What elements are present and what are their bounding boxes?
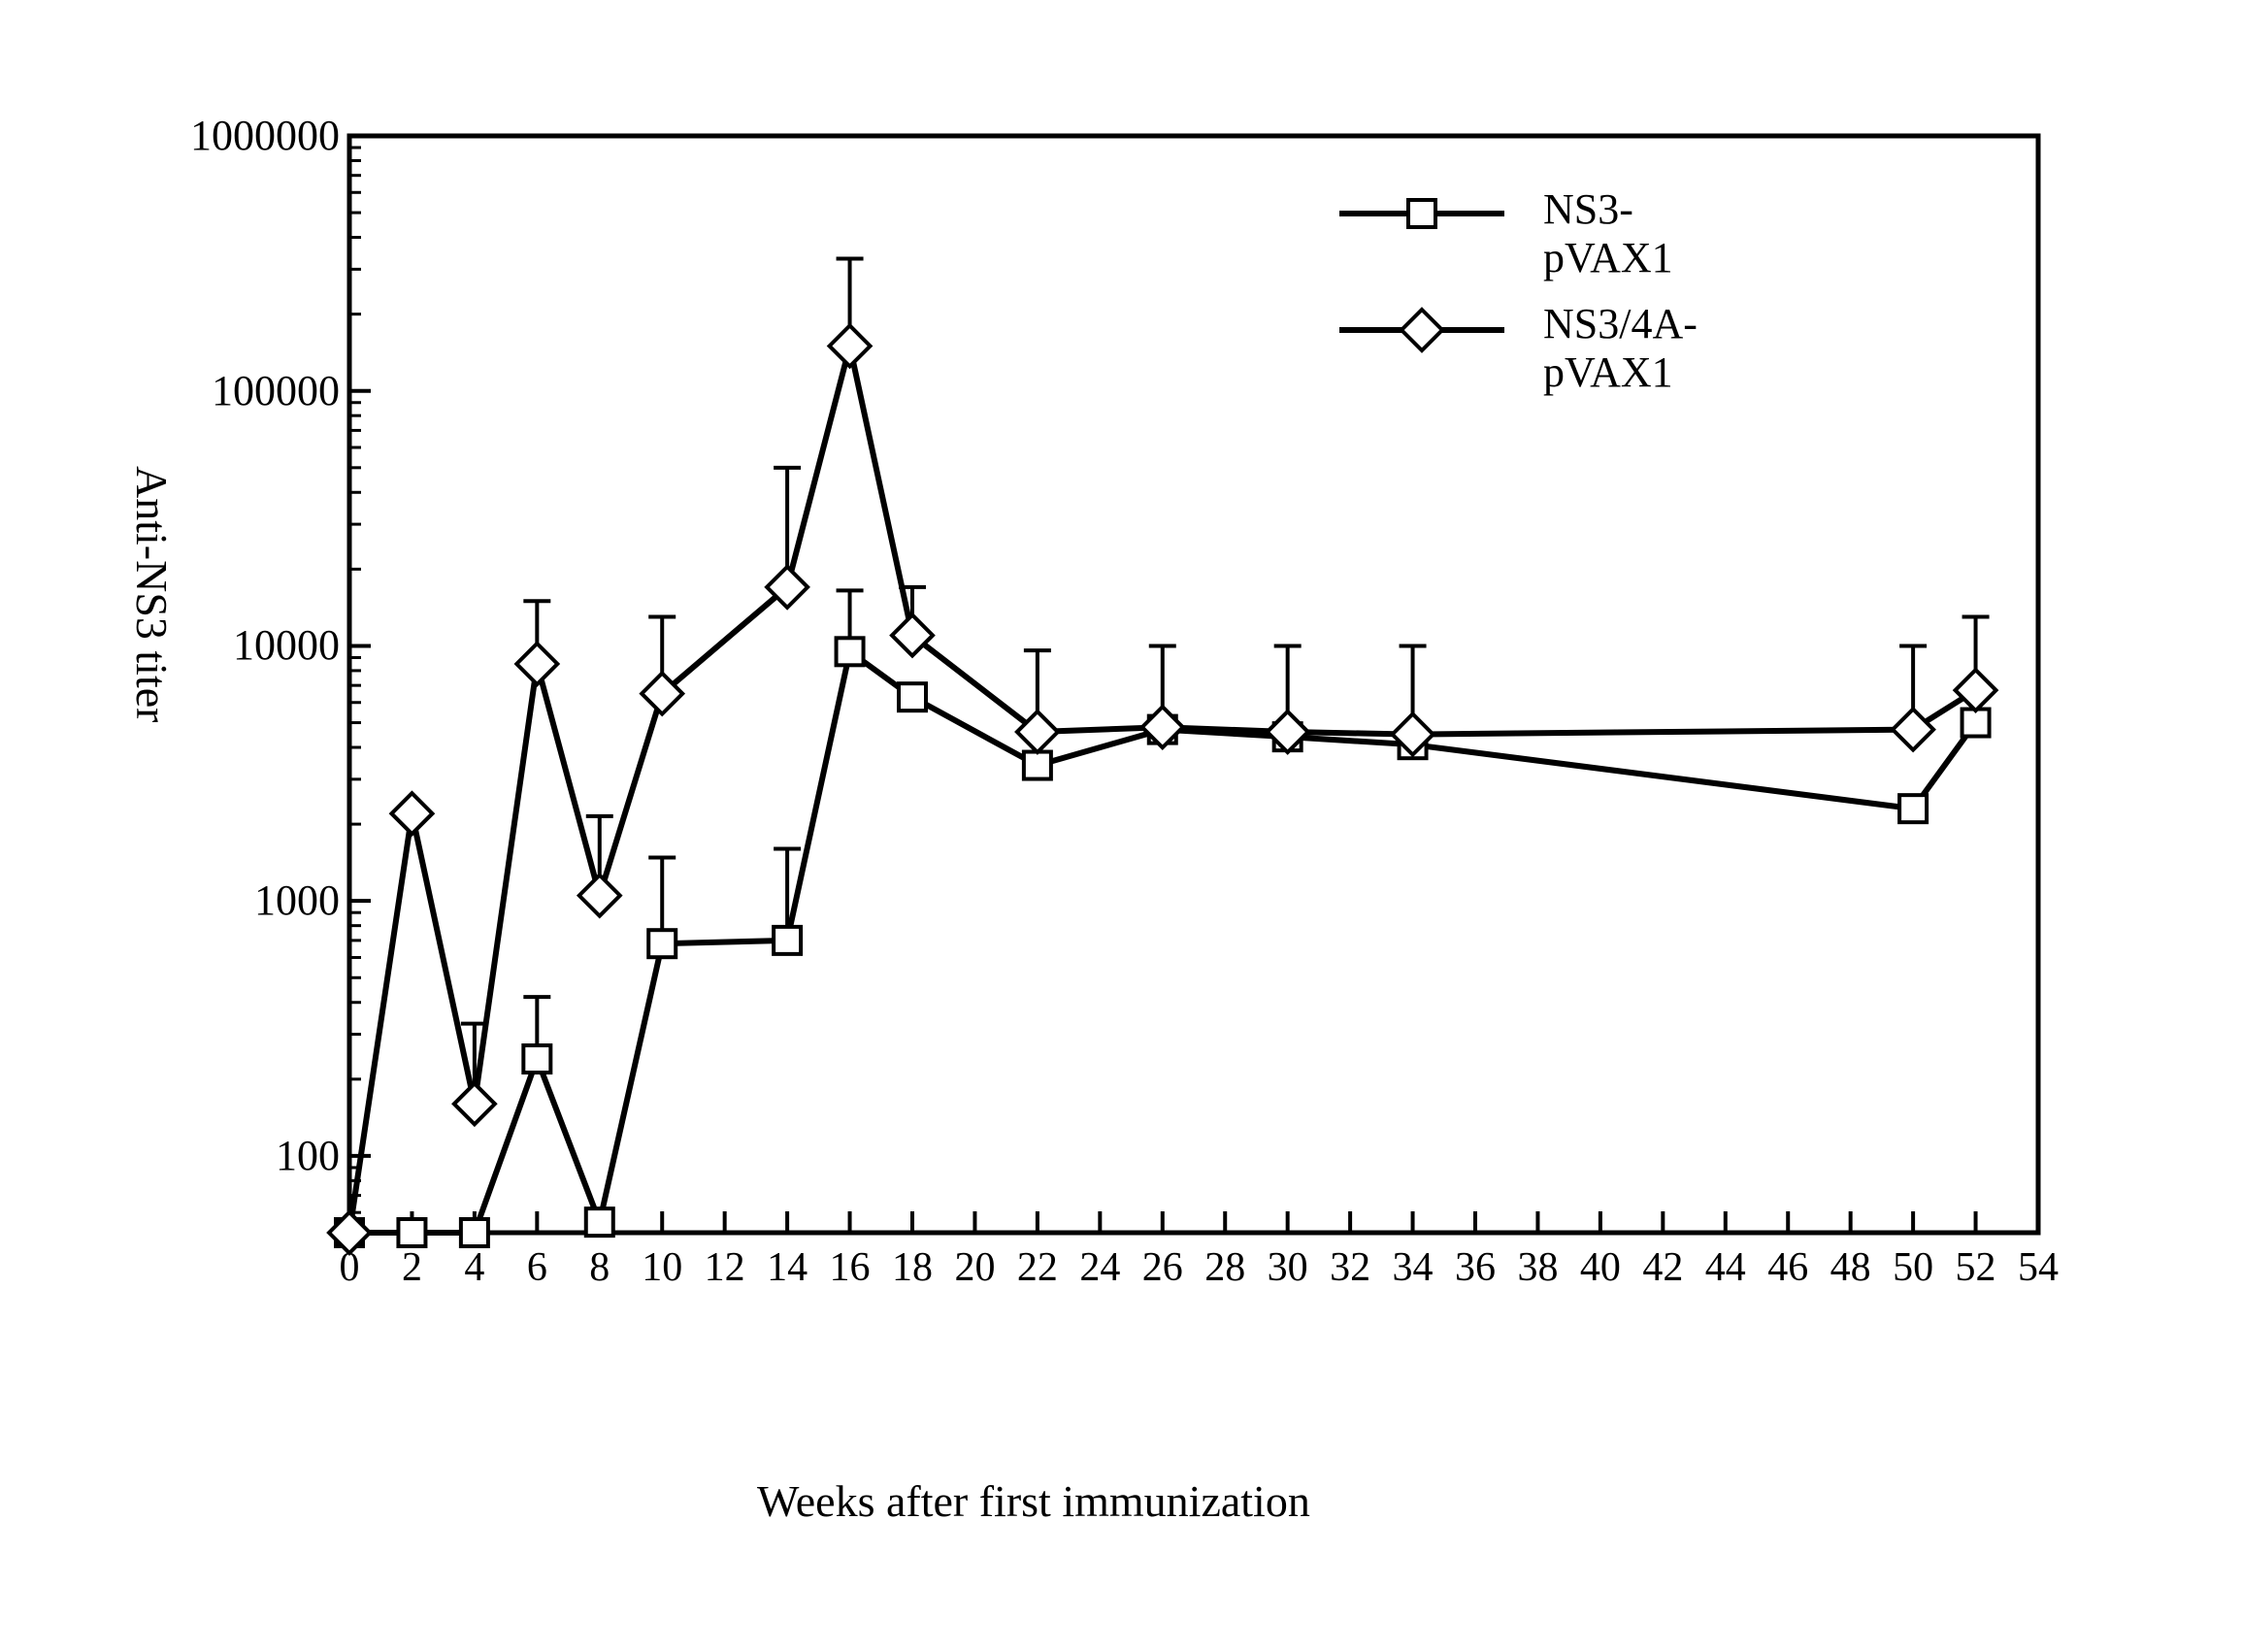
x-tick-label: 22 [1008,1244,1067,1291]
y-axis-label: Anti-NS3 titer [126,466,178,722]
legend-label-2b: pVAX1 [1543,347,1673,397]
x-tick-label: 14 [758,1244,816,1291]
x-tick-label: 42 [1633,1244,1692,1291]
x-tick-label: 2 [382,1244,441,1291]
x-tick-label: 4 [445,1244,504,1291]
y-tick-label: 10000 [146,620,340,670]
x-tick-label: 52 [1947,1244,2005,1291]
x-tick-label: 44 [1697,1244,1755,1291]
x-tick-label: 40 [1571,1244,1630,1291]
y-tick-label: 1000 [146,876,340,925]
x-tick-label: 34 [1384,1244,1442,1291]
x-tick-label: 32 [1321,1244,1379,1291]
legend-label-1b: pVAX1 [1543,233,1673,282]
chart-svg [0,0,2242,1652]
y-tick-label: 1000000 [146,111,340,160]
x-tick-label: 10 [633,1244,691,1291]
x-tick-label: 18 [883,1244,941,1291]
x-tick-label: 46 [1759,1244,1817,1291]
x-tick-label: 36 [1446,1244,1504,1291]
legend-label-1a: NS3- [1543,184,1633,234]
x-tick-label: 26 [1134,1244,1192,1291]
x-tick-label: 20 [945,1244,1004,1291]
x-tick-label: 28 [1196,1244,1254,1291]
x-tick-label: 6 [508,1244,566,1291]
y-tick-label: 100000 [146,366,340,415]
y-tick-label: 100 [146,1131,340,1180]
x-tick-label: 16 [821,1244,879,1291]
x-axis-label: Weeks after first immunization [757,1475,1310,1527]
x-tick-label: 38 [1508,1244,1566,1291]
x-tick-label: 8 [571,1244,629,1291]
chart-container: Anti-NS3 titer Weeks after first immuniz… [0,0,2242,1652]
x-tick-label: 50 [1884,1244,1942,1291]
legend-label-2a: NS3/4A- [1543,299,1698,348]
x-tick-label: 0 [320,1244,379,1291]
x-tick-label: 24 [1071,1244,1129,1291]
x-tick-label: 48 [1822,1244,1880,1291]
x-tick-label: 30 [1259,1244,1317,1291]
x-tick-label: 54 [2009,1244,2067,1291]
x-tick-label: 12 [696,1244,754,1291]
